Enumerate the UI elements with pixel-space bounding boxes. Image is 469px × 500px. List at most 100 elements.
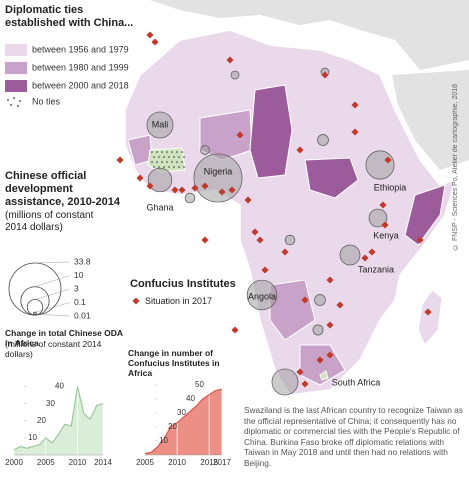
no-ties-dot	[163, 166, 165, 168]
confucius-institute	[381, 221, 389, 229]
no-ties-dot	[151, 151, 153, 153]
no-ties-dot	[173, 166, 175, 168]
marks: between 1956 and 1979 between 1980 and 19…	[5, 31, 432, 467]
confucius-institute	[244, 196, 252, 204]
no-ties-dot	[173, 156, 175, 158]
confucius-institute	[231, 326, 239, 334]
legend-marker	[132, 297, 140, 305]
confucius-institute	[146, 31, 154, 39]
no-ties-dot	[10, 104, 12, 106]
aid-circle	[193, 153, 243, 203]
confucius-institute	[351, 128, 359, 136]
no-ties-dot	[168, 156, 170, 158]
confucius-institute	[379, 201, 387, 209]
legend-swatch	[5, 44, 27, 56]
aid-circle	[339, 244, 361, 266]
aid-title: Chinese official development assistance,…	[5, 170, 120, 208]
confucius-institute	[146, 182, 154, 190]
confucius-institute	[301, 296, 309, 304]
x-tick-label: 2015	[200, 458, 218, 467]
no-ties-dot	[153, 166, 155, 168]
no-ties-dot	[183, 166, 185, 168]
no-ties-dot	[166, 161, 168, 163]
confucius-institute	[116, 156, 124, 164]
line	[13, 386, 104, 451]
confucius-institute	[384, 156, 392, 164]
legend-label: between 1980 and 1999	[32, 62, 129, 72]
aid-circle	[146, 111, 174, 139]
x-tick-label: 2005	[37, 458, 55, 467]
leader	[34, 302, 71, 313]
aid-circle	[368, 208, 388, 228]
area	[14, 386, 103, 455]
y-tick-label: 20	[168, 422, 177, 431]
leader	[34, 275, 71, 287]
country-label: Kenya	[373, 230, 399, 240]
confucius-institute	[326, 351, 334, 359]
aid-circle	[312, 324, 324, 336]
x-tick-label: 2010	[168, 458, 186, 467]
no-ties-dot	[156, 161, 158, 163]
confucius-institute	[351, 101, 359, 109]
no-ties-dot	[19, 100, 21, 102]
aid-circle	[314, 294, 326, 306]
confucius-institute	[178, 186, 186, 194]
legend-size-label: 0.01	[74, 310, 91, 320]
confucius-institute	[326, 321, 334, 329]
confucius-institute	[316, 356, 324, 364]
legend-swatch	[5, 80, 27, 92]
country-label: Tanzania	[358, 264, 394, 274]
no-ties-dot	[153, 156, 155, 158]
legend-label: No ties	[32, 96, 61, 106]
confucius-institute	[256, 236, 264, 244]
no-ties-dot	[156, 151, 158, 153]
country-label: South Africa	[332, 377, 381, 387]
legend-size-label: 10	[74, 270, 84, 280]
chart1-subtitle: (millions of constant 2014 dollars)	[5, 339, 102, 359]
no-ties-dot	[181, 161, 183, 163]
aid-circle	[271, 368, 299, 396]
confucius-institute	[171, 186, 179, 194]
no-ties-dot	[163, 156, 165, 158]
legend-label: between 2000 and 2018	[32, 80, 129, 90]
aid-circle	[184, 192, 196, 204]
country-label: Ethiopia	[374, 182, 407, 192]
y-tick-label: 40	[55, 382, 64, 391]
no-ties-dot	[176, 161, 178, 163]
x-tick-label: 2005	[136, 458, 154, 467]
no-ties-dot	[161, 161, 163, 163]
madagascar	[417, 289, 443, 346]
aid-circle	[365, 150, 395, 180]
no-ties-pattern	[151, 151, 185, 168]
credit: © FNSP - Sciences Po, Atelier de cartogr…	[452, 83, 459, 250]
y-tick-label: 30	[177, 408, 186, 417]
no-ties-dot	[158, 156, 160, 158]
confucius-institute	[361, 254, 369, 262]
no-ties-dot	[151, 161, 153, 163]
no-ties-dot	[13, 97, 15, 99]
y-tick-label: 50	[195, 380, 204, 389]
country-region	[199, 109, 253, 161]
burkina-faso	[147, 147, 186, 173]
y-tick-label: 40	[186, 394, 195, 403]
x-tick-label: 2010	[69, 458, 87, 467]
country-region	[269, 279, 316, 341]
no-ties-dot	[166, 151, 168, 153]
country-label: Angola	[248, 291, 276, 301]
legend-circle	[20, 286, 50, 316]
no-ties-dot	[161, 151, 163, 153]
country-region	[249, 84, 293, 179]
no-ties-dot	[158, 166, 160, 168]
no-ties-dot	[181, 151, 183, 153]
confucius-institute	[296, 368, 304, 376]
confucius-institute	[336, 301, 344, 309]
confucius-institute	[251, 228, 259, 236]
x-tick-label: 2000	[5, 458, 23, 467]
legend-size-label: 33.8	[74, 256, 91, 266]
confucius-institute	[326, 276, 334, 284]
confucius-institute	[228, 186, 236, 194]
leader	[34, 261, 71, 264]
confucius-institute	[281, 248, 289, 256]
no-ties-dot	[183, 156, 185, 158]
